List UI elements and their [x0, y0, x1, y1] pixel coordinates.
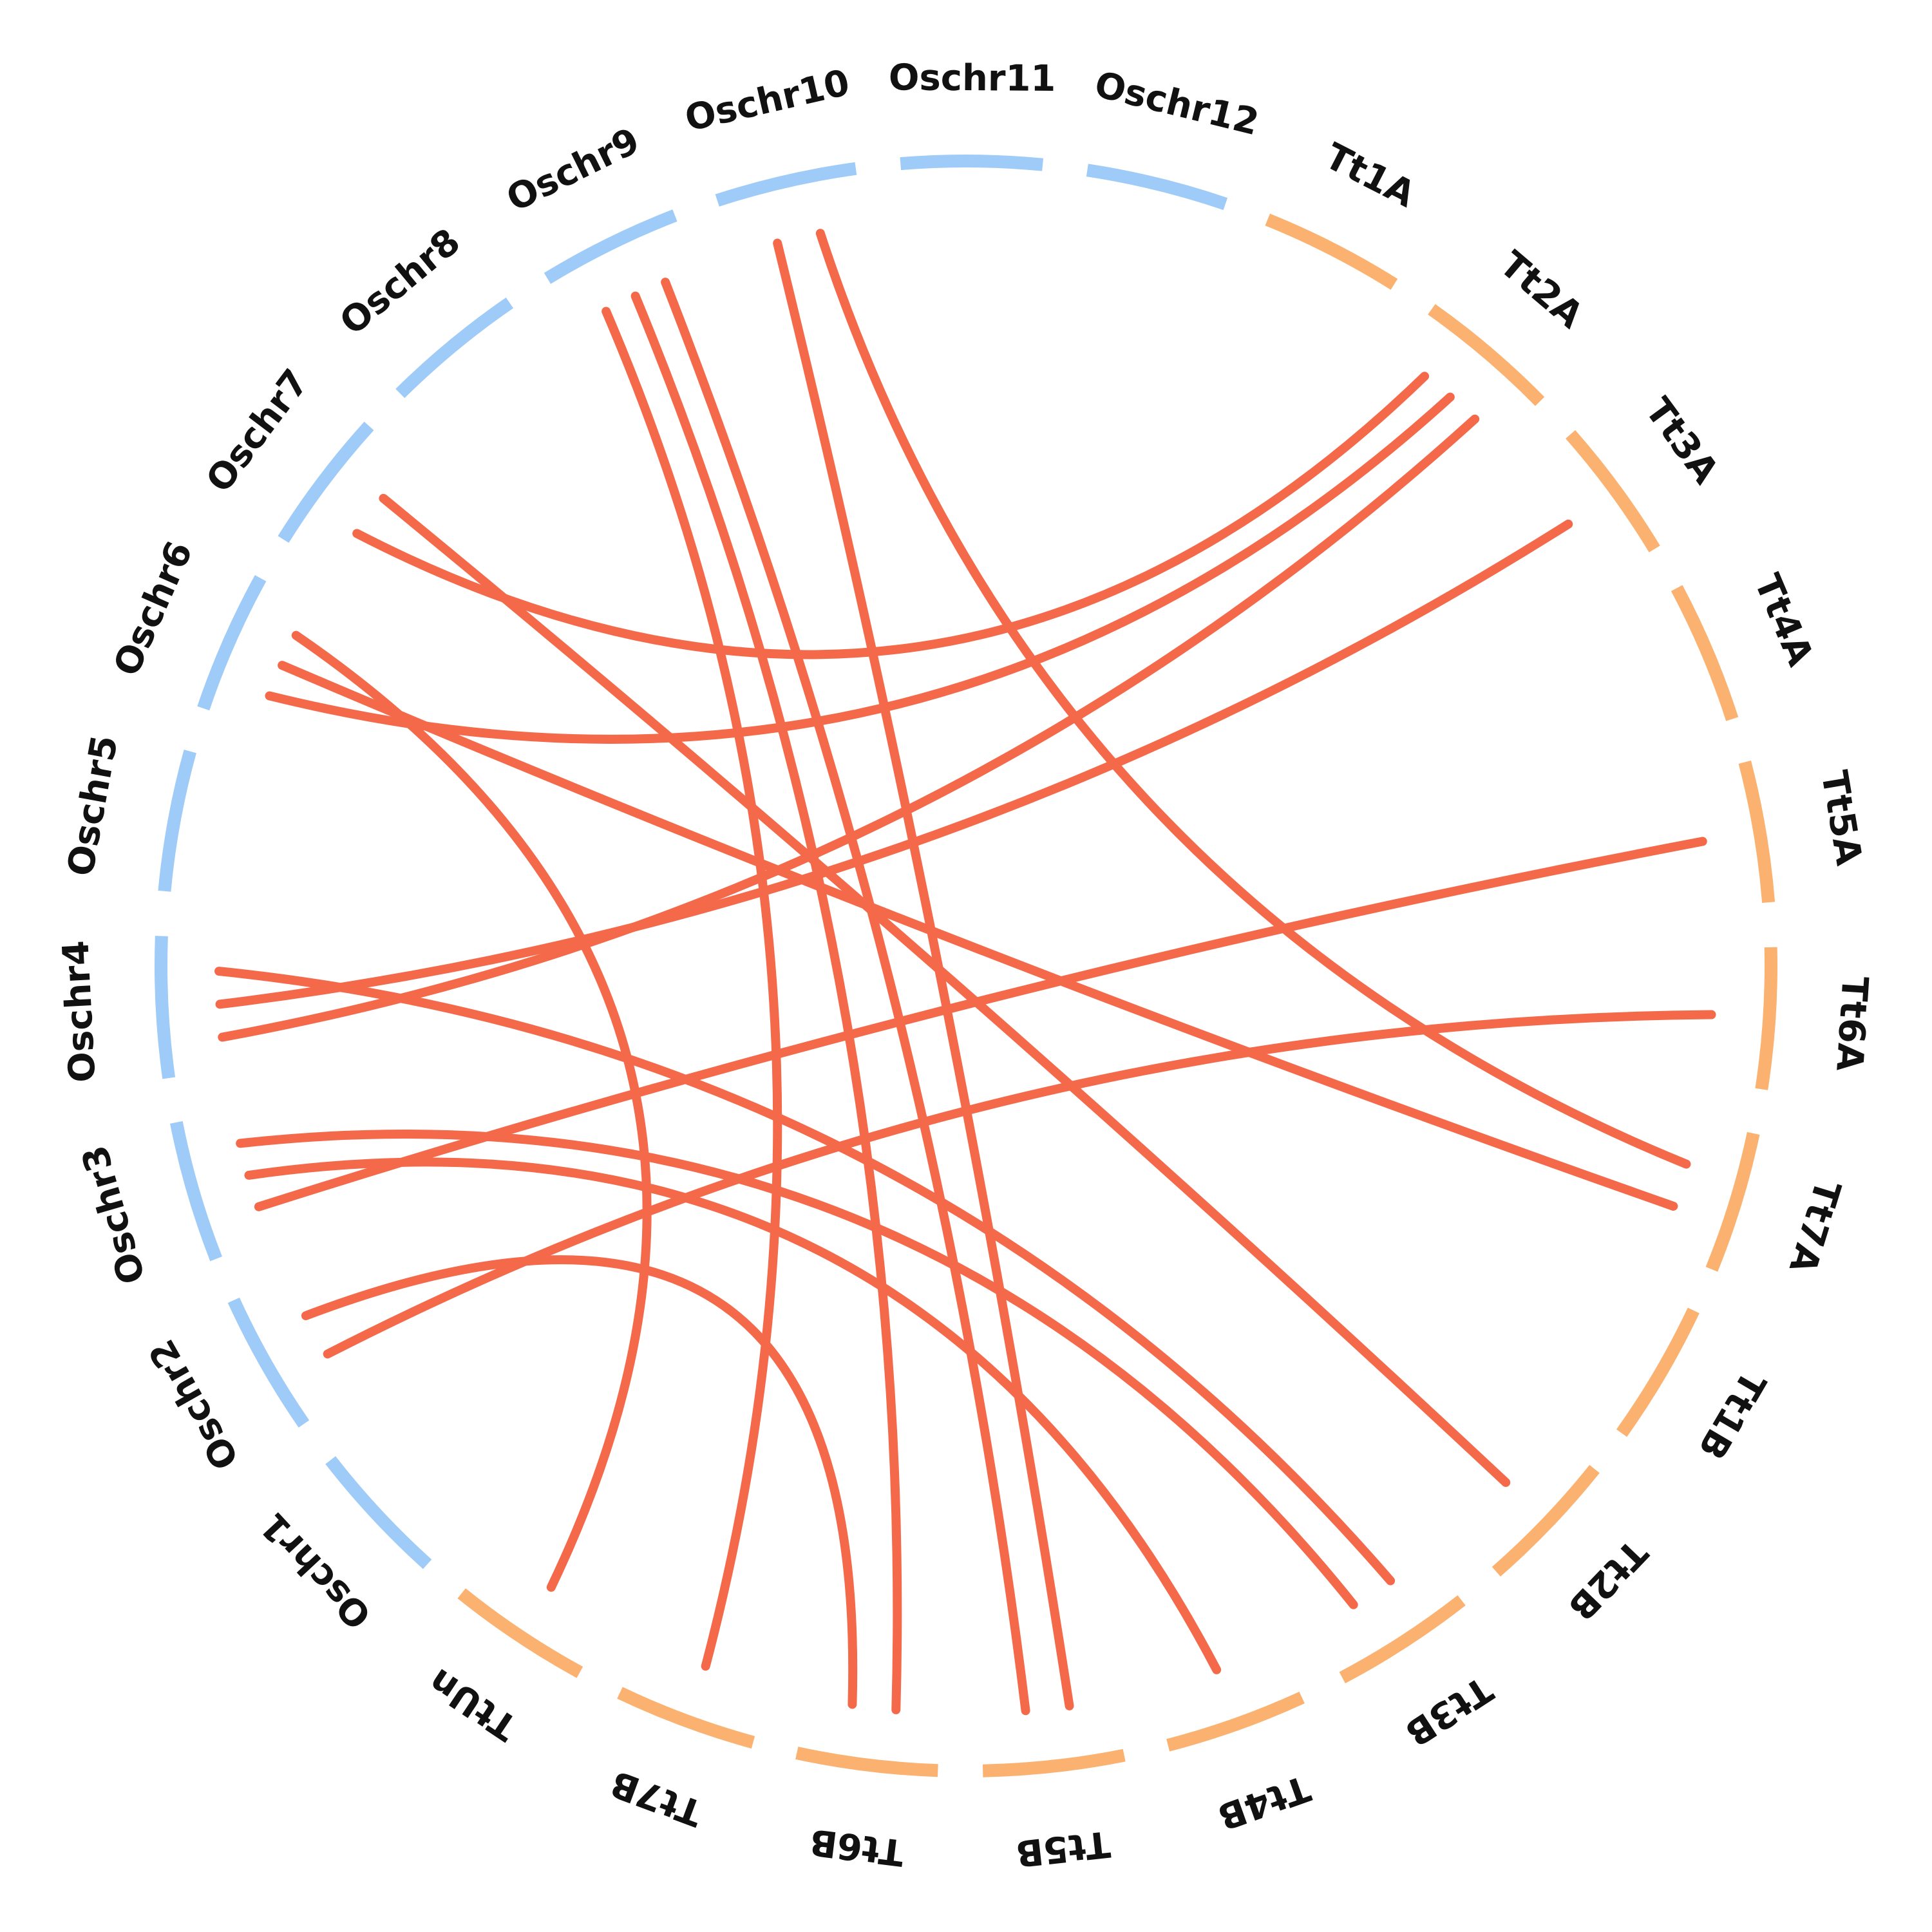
chromosome-arc-oschr11 [900, 155, 1044, 171]
chromosome-label-tt4a: Tt4A [1746, 568, 1822, 672]
chromosome-arc-tt6b [795, 1747, 938, 1777]
chromosome-arc-oschr2 [227, 1297, 310, 1428]
synteny-link-oschr6-tt2a [265, 392, 1455, 744]
synteny-link-oschr3-tt4b [244, 1157, 1222, 1674]
chromosome-label-tt3b: Tt3B [1397, 1668, 1499, 1754]
synteny-link-oschr6-ttun [291, 630, 652, 1592]
synteny-link-oschr9-tt5b [661, 278, 1030, 1716]
chromosome-label-oschr5: Oschr5 [59, 732, 126, 880]
chromosome-arc-tt5a [1738, 760, 1776, 903]
chromosome-arc-tt2a [1428, 304, 1545, 406]
synteny-link-oschr3-tt3b [236, 1130, 1358, 1609]
chromosome-arcs [155, 155, 1777, 1777]
chromosome-label-tt1a: Tt1A [1318, 135, 1422, 216]
chromosome-arc-tt7b [617, 1687, 755, 1749]
synteny-link-oschr10-tt5b [773, 238, 1074, 1710]
chromosome-label-oschr11: Oschr11 [889, 57, 1056, 100]
chromosome-label-tt7a: Tt7A [1781, 1175, 1849, 1278]
chromosome-label-oschr9: Oschr9 [500, 120, 647, 220]
chromosome-label-oschr3: Oschr3 [74, 1141, 154, 1289]
chromosome-arc-oschr9 [544, 209, 677, 284]
synteny-link-oschr2-tt6b [301, 1255, 858, 1709]
chromosome-arc-oschr5 [158, 749, 196, 892]
chromosome-label-tt6a: Tt6A [1828, 975, 1875, 1073]
synteny-link-oschr4-tt3a [215, 519, 1573, 1009]
chromosome-arc-tt3b [1339, 1595, 1466, 1683]
chromosome-label-tt5a: Tt5A [1813, 768, 1870, 869]
chromosome-label-tt2b: Tt2B [1560, 1531, 1655, 1628]
chromosome-arc-tt3a [1566, 430, 1660, 553]
synteny-link-oschr10-tt7a [815, 229, 1691, 1169]
chromosome-label-tt1b: Tt1B [1690, 1364, 1774, 1466]
synteny-link-oschr9-tt6b [630, 291, 902, 1714]
chromosome-label-ttun: TtUn [421, 1660, 525, 1749]
synteny-link-oschr9-tt7b [601, 307, 782, 1671]
chromosome-label-oschr2: Oschr2 [141, 1332, 247, 1477]
chromosome-label-oschr12: Oschr12 [1090, 64, 1263, 144]
chromosome-arc-tt7a [1705, 1132, 1760, 1272]
synteny-link-oschr7-tt2a [352, 372, 1430, 659]
synteny-links [214, 229, 1716, 1716]
chromosome-label-tt7b: Tt7B [605, 1762, 708, 1834]
chromosome-arc-oschr8 [395, 298, 514, 399]
chromosome-arc-oschr1 [325, 1456, 432, 1569]
synteny-link-oschr7-tt2b [379, 493, 1511, 1487]
chromosome-arc-tt2b [1492, 1464, 1600, 1577]
chromosome-label-oschr4: Oschr4 [55, 940, 104, 1084]
synteny-link-oschr4-tt3b [214, 967, 1396, 1586]
chromosome-label-tt4b: Tt4B [1212, 1766, 1315, 1837]
chromosome-arc-tt1a [1265, 213, 1398, 290]
chromosome-arc-oschr3 [169, 1121, 222, 1262]
chromosome-arc-oschr10 [715, 162, 857, 207]
chromosome-arc-tt4a [1671, 585, 1739, 721]
chromosome-arc-ttun [457, 1588, 583, 1678]
chromosome-label-oschr7: Oschr7 [198, 362, 317, 500]
chromosome-label-tt3a: Tt3A [1637, 390, 1727, 492]
chromosome-label-tt2a: Tt2A [1492, 243, 1591, 337]
chromosome-label-tt5b: Tt5B [1014, 1823, 1112, 1875]
synteny-link-oschr6-tt7a [278, 661, 1678, 1211]
chromosome-label-oschr1: Oschr1 [252, 1504, 380, 1637]
chromosome-label-oschr10: Oschr10 [681, 62, 854, 140]
chromosome-arc-tt6a [1755, 947, 1777, 1090]
chromosome-label-oschr8: Oschr8 [332, 221, 468, 344]
chromosome-arc-oschr12 [1086, 164, 1228, 211]
chromosome-arc-oschr4 [155, 936, 176, 1079]
chromosome-arc-tt4b [1166, 1691, 1305, 1752]
chromosome-arc-tt5b [982, 1748, 1126, 1777]
chromosome-arc-oschr7 [278, 421, 374, 543]
chromosome-label-oschr6: Oschr6 [106, 535, 201, 682]
synteny-link-oschr4-tt2a [218, 414, 1480, 1042]
chromosome-arc-oschr6 [197, 574, 267, 711]
chromosome-label-tt6b: Tt6B [808, 1821, 907, 1874]
chromosome-arc-tt1b [1616, 1307, 1700, 1437]
